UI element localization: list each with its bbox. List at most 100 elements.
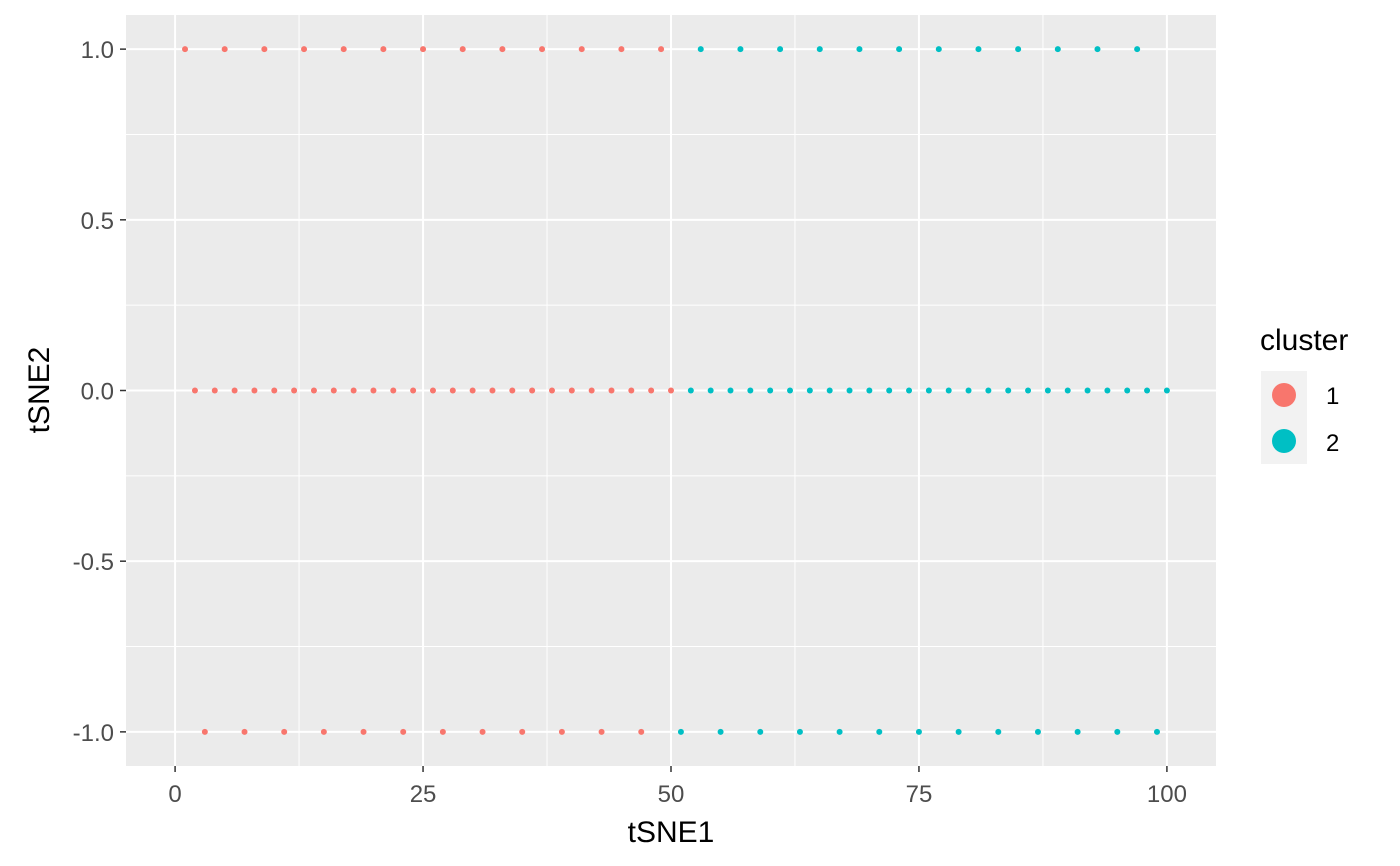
- x-tick-label: 0: [168, 781, 181, 808]
- y-axis-title: tSNE2: [23, 347, 56, 434]
- data-point-cluster-2: [975, 46, 982, 53]
- data-point-cluster-1: [668, 387, 674, 394]
- data-point-cluster-1: [291, 387, 298, 394]
- data-point-cluster-2: [915, 728, 922, 735]
- data-point-cluster-1: [281, 728, 288, 735]
- data-point-cluster-2: [856, 46, 863, 53]
- data-point-cluster-2: [687, 387, 694, 394]
- data-point-cluster-1: [638, 728, 645, 735]
- y-tick-label: 0.5: [81, 208, 114, 235]
- data-point-cluster-2: [1134, 46, 1141, 53]
- data-point-cluster-2: [925, 387, 932, 394]
- data-point-cluster-2: [717, 728, 724, 735]
- data-point-cluster-1: [449, 387, 456, 394]
- legend-key-cluster-1: [1272, 383, 1296, 407]
- data-point-cluster-2: [1025, 387, 1032, 394]
- data-point-cluster-2: [1114, 728, 1121, 735]
- data-point-cluster-1: [360, 728, 367, 735]
- data-point-cluster-1: [429, 387, 436, 394]
- x-tick-label: 75: [906, 781, 933, 808]
- data-point-cluster-2: [737, 46, 744, 53]
- data-point-cluster-2: [677, 728, 684, 735]
- data-point-cluster-1: [509, 387, 516, 394]
- data-point-cluster-2: [796, 728, 803, 735]
- data-point-cluster-1: [608, 387, 615, 394]
- data-point-cluster-1: [182, 46, 189, 53]
- legend-label-cluster-2: 2: [1326, 430, 1339, 457]
- data-point-cluster-2: [707, 387, 714, 394]
- x-axis: 0 25 50 75 100: [168, 766, 1187, 808]
- data-point-cluster-2: [906, 387, 913, 394]
- data-point-cluster-2: [965, 387, 972, 394]
- data-point-cluster-2: [1005, 387, 1012, 394]
- data-point-cluster-1: [469, 387, 476, 394]
- data-point-cluster-1: [241, 728, 248, 735]
- data-point-cluster-1: [211, 387, 218, 394]
- data-point-cluster-1: [548, 387, 555, 394]
- data-point-cluster-1: [251, 387, 258, 394]
- data-point-cluster-2: [767, 387, 774, 394]
- data-point-cluster-1: [320, 728, 327, 735]
- data-point-cluster-2: [1153, 728, 1160, 735]
- data-point-cluster-1: [499, 46, 506, 53]
- data-point-cluster-1: [221, 46, 228, 53]
- data-point-cluster-1: [519, 728, 526, 735]
- data-point-cluster-2: [777, 46, 784, 53]
- data-point-cluster-2: [1044, 387, 1051, 394]
- data-point-cluster-2: [1094, 46, 1101, 53]
- data-point-cluster-2: [1084, 387, 1091, 394]
- data-point-cluster-1: [261, 46, 268, 53]
- data-point-cluster-1: [390, 387, 397, 394]
- data-point-cluster-1: [529, 387, 536, 394]
- data-point-cluster-1: [201, 728, 208, 735]
- data-point-cluster-2: [816, 46, 823, 53]
- data-point-cluster-2: [1015, 46, 1022, 53]
- data-point-cluster-2: [945, 387, 952, 394]
- data-point-cluster-2: [985, 387, 992, 394]
- data-point-cluster-2: [876, 728, 883, 735]
- data-point-cluster-1: [330, 387, 337, 394]
- data-point-cluster-1: [410, 387, 417, 394]
- data-point-cluster-2: [757, 728, 764, 735]
- data-point-cluster-1: [231, 387, 238, 394]
- data-point-cluster-1: [558, 728, 565, 735]
- data-point-cluster-2: [1124, 387, 1131, 394]
- data-point-cluster-1: [400, 728, 407, 735]
- legend-title: cluster: [1260, 324, 1348, 357]
- y-axis: -1.0 -0.5 0.0 0.5 1.0: [73, 37, 126, 747]
- x-tick-label: 25: [410, 781, 437, 808]
- data-point-cluster-2: [697, 46, 704, 53]
- y-tick-label: 1.0: [81, 37, 114, 64]
- data-point-cluster-1: [340, 46, 347, 53]
- data-point-cluster-1: [420, 46, 427, 53]
- y-tick-label: -0.5: [73, 549, 114, 576]
- data-point-cluster-2: [995, 728, 1002, 735]
- data-points: [182, 46, 1170, 735]
- legend: cluster 1 2: [1260, 324, 1348, 464]
- data-point-cluster-2: [1163, 387, 1170, 394]
- y-tick-label: 0.0: [81, 379, 114, 406]
- data-point-cluster-2: [1054, 46, 1061, 53]
- data-point-cluster-1: [588, 387, 595, 394]
- data-point-cluster-1: [658, 46, 665, 53]
- data-point-cluster-1: [459, 46, 466, 53]
- data-point-cluster-1: [598, 728, 605, 735]
- data-point-cluster-1: [539, 46, 546, 53]
- y-tick-label: -1.0: [73, 720, 114, 747]
- legend-label-cluster-1: 1: [1326, 383, 1339, 410]
- data-point-cluster-2: [787, 387, 794, 394]
- data-point-cluster-1: [618, 46, 625, 53]
- data-point-cluster-1: [310, 387, 317, 394]
- data-point-cluster-1: [578, 46, 585, 53]
- data-point-cluster-2: [826, 387, 833, 394]
- data-point-cluster-1: [489, 387, 496, 394]
- data-point-cluster-2: [747, 387, 754, 394]
- data-point-cluster-2: [866, 387, 873, 394]
- data-point-cluster-1: [439, 728, 446, 735]
- x-tick-label: 50: [658, 781, 685, 808]
- data-point-cluster-2: [886, 387, 893, 394]
- data-point-cluster-1: [191, 387, 198, 394]
- data-point-cluster-2: [1074, 728, 1081, 735]
- data-point-cluster-2: [955, 728, 962, 735]
